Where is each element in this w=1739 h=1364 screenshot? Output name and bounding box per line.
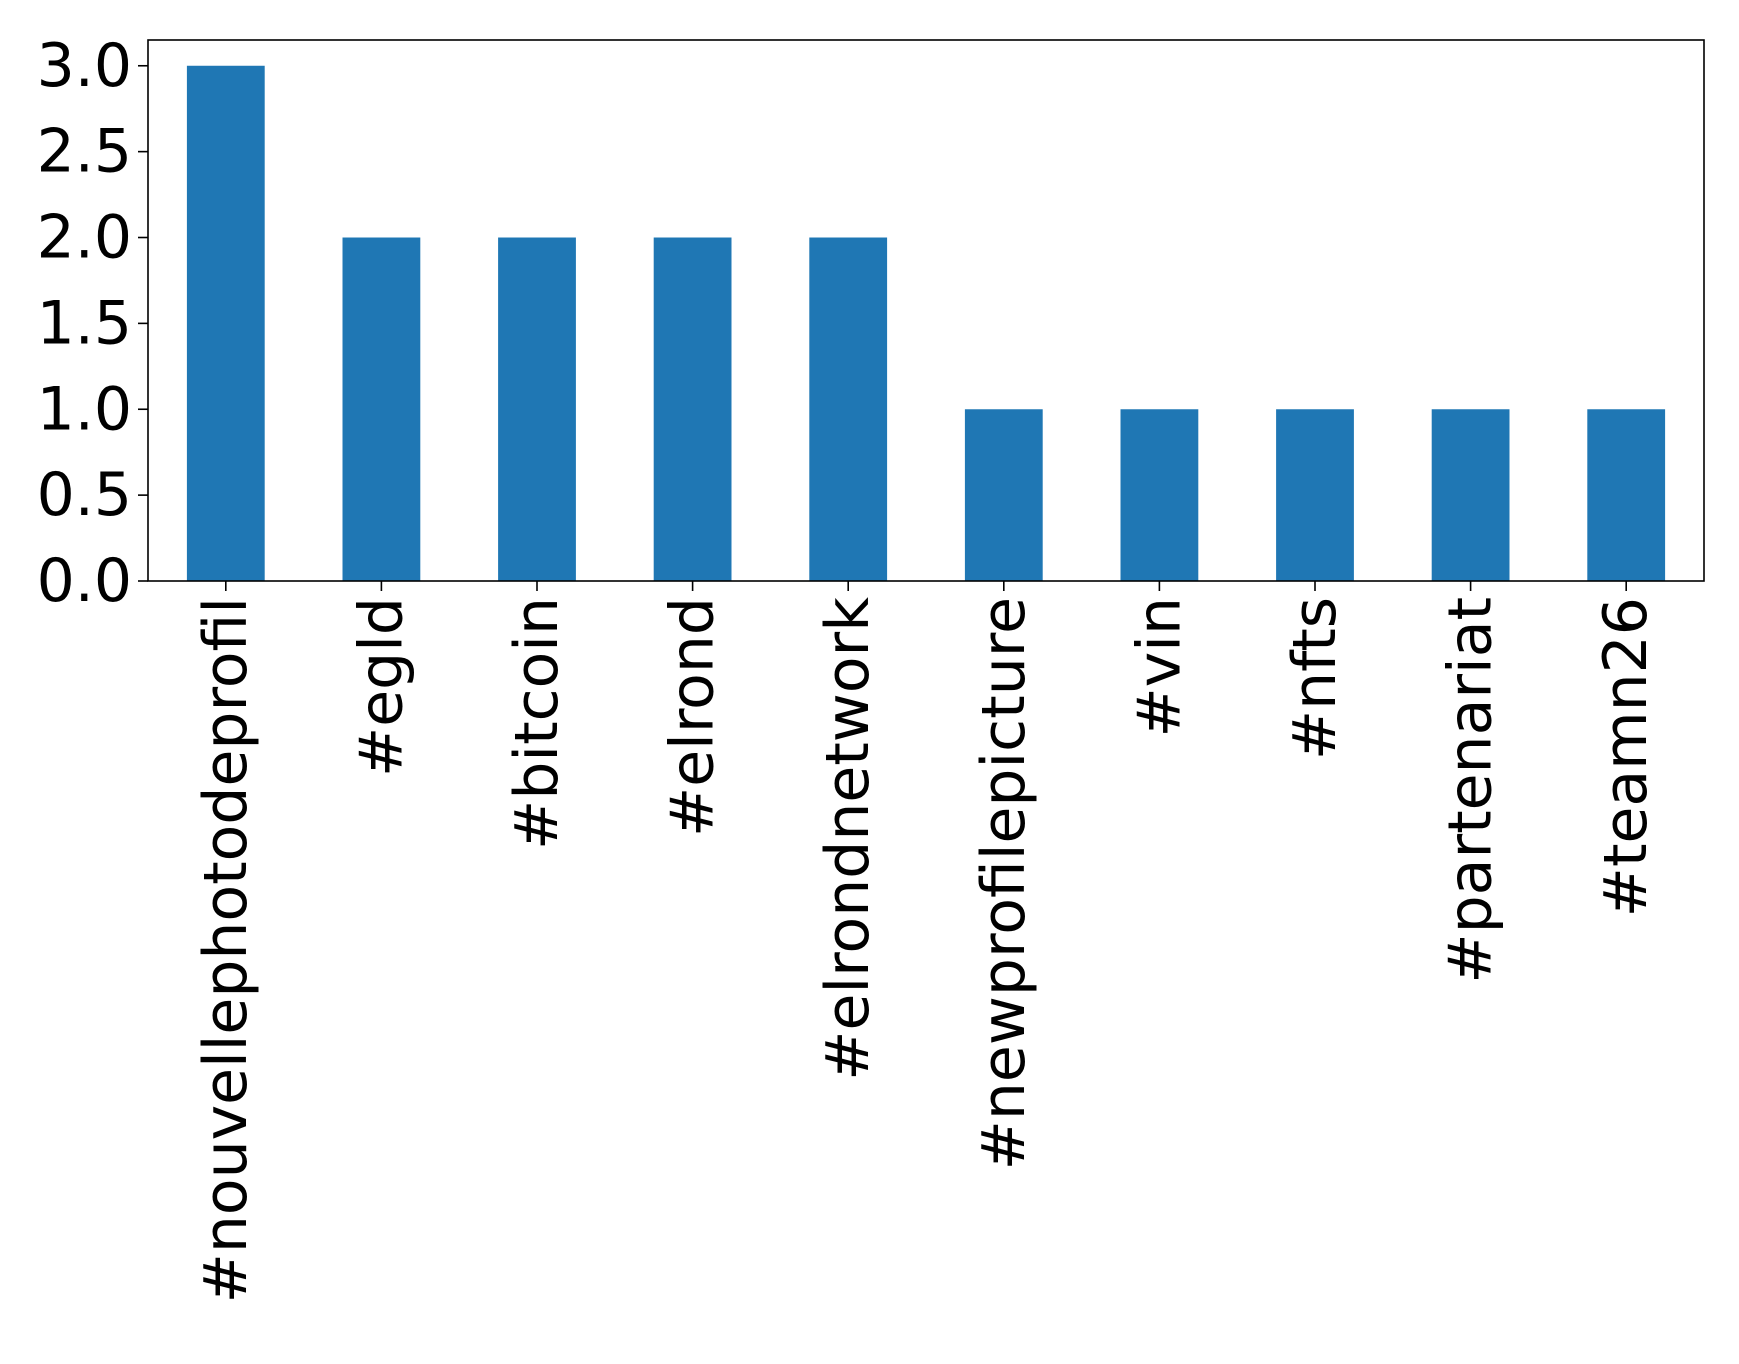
y-tick-label: 1.0 xyxy=(37,374,132,444)
y-tick-label: 0.5 xyxy=(37,460,132,530)
bar-vin xyxy=(1120,409,1199,581)
y-tick-label: 2.0 xyxy=(37,203,132,273)
x-tick-label: #teamn26 xyxy=(1591,597,1661,917)
y-tick-label: 3.0 xyxy=(37,31,132,101)
bar-partenariat xyxy=(1431,409,1510,581)
x-tick-label: #partenariat xyxy=(1436,597,1506,984)
x-tick-label: #newprofilepicture xyxy=(969,597,1039,1170)
x-tick-label: #bitcoin xyxy=(502,597,572,850)
x-tick-label: #nfts xyxy=(1280,597,1350,760)
y-axis: 0.0 0.5 1.0 1.5 2.0 2.5 3.0 xyxy=(37,31,148,616)
x-axis: #nouvellephotodeprofil #egld #bitcoin #elro… xyxy=(191,581,1661,1303)
bar-bitcoin xyxy=(498,237,576,581)
x-tick-label: #nouvellephotodeprofil xyxy=(191,597,261,1303)
x-tick-label: #elrondnetwork xyxy=(813,597,883,1081)
y-tick-label: 2.5 xyxy=(37,117,132,187)
bars-group xyxy=(186,65,1666,581)
y-tick-label: 1.5 xyxy=(37,288,132,358)
bar-nfts xyxy=(1276,409,1354,581)
plot-frame xyxy=(147,39,1705,582)
bar-egld xyxy=(342,237,421,581)
bar-teamn26 xyxy=(1587,409,1666,581)
bar-newprofilepicture xyxy=(964,409,1043,581)
bar-elrond xyxy=(653,237,732,581)
bar-nouvellephotodeprofil xyxy=(186,65,265,581)
x-tick-label: #vin xyxy=(1124,597,1194,737)
x-tick-label: #egld xyxy=(346,597,416,777)
y-tick-label: 0.0 xyxy=(37,546,132,616)
bar-elrondnetwork xyxy=(809,237,888,581)
x-tick-label: #elrond xyxy=(658,597,728,837)
